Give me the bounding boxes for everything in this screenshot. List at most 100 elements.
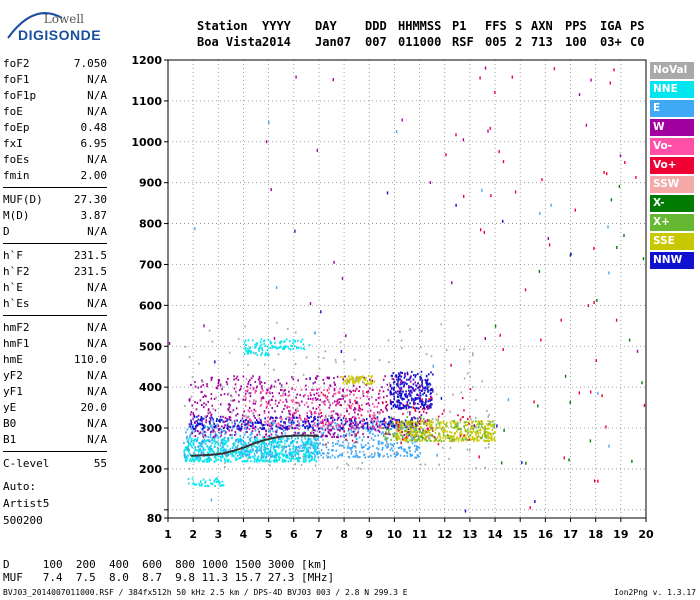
data-point (319, 403, 321, 406)
data-point (200, 418, 202, 421)
data-point (357, 379, 359, 382)
param-value: 231.5 (73, 249, 107, 262)
data-point (419, 406, 422, 408)
data-point (317, 438, 319, 441)
data-point (304, 422, 307, 425)
data-point (251, 427, 254, 430)
data-point (266, 444, 268, 447)
data-point (363, 376, 365, 379)
data-point (490, 438, 493, 441)
data-point (467, 431, 469, 434)
data-point (220, 428, 223, 431)
data-point (272, 442, 275, 445)
data-point (454, 421, 456, 424)
data-point (256, 451, 258, 454)
data-point (378, 411, 380, 414)
data-point (237, 337, 240, 340)
data-point (226, 445, 229, 448)
x-axis-ticks: 1 2 3 4 5 6 7 8 9 10 11 12 13 14 15 16 17 18 19 20 (164, 518, 654, 541)
data-point (384, 424, 386, 427)
data-point (238, 394, 240, 397)
data-point (389, 448, 392, 451)
data-point (252, 351, 255, 354)
header-label-4: HHMMSS (398, 19, 442, 33)
data-point (400, 427, 402, 430)
data-point (419, 397, 421, 400)
data-point (321, 418, 324, 421)
param-name: foEs (3, 153, 30, 166)
data-point (343, 446, 345, 449)
data-point (191, 376, 194, 379)
data-point (400, 446, 403, 448)
data-point (469, 428, 472, 431)
data-point (417, 437, 420, 440)
data-point (244, 441, 247, 444)
data-point (336, 400, 338, 403)
param-value: 0.48 (80, 121, 108, 134)
data-point (307, 455, 310, 458)
data-point (365, 418, 368, 421)
data-point (368, 375, 370, 377)
data-point (277, 353, 280, 356)
data-point (282, 347, 284, 350)
data-point (339, 453, 341, 456)
data-point (425, 353, 428, 356)
data-point (400, 392, 403, 395)
data-point (355, 452, 358, 455)
data-point (275, 449, 277, 452)
header-value-3: 007 (365, 35, 387, 49)
data-point (274, 454, 276, 457)
data-point (219, 418, 221, 421)
data-point (247, 382, 249, 385)
data-point (247, 457, 250, 460)
data-point (274, 399, 277, 402)
data-point (437, 427, 440, 429)
data-point (217, 458, 219, 461)
data-point (207, 411, 209, 414)
data-point (410, 375, 412, 378)
data-point (466, 448, 469, 451)
data-point (377, 429, 379, 432)
data-point (431, 427, 433, 430)
data-point (285, 449, 287, 452)
data-point (296, 424, 299, 427)
data-point (222, 450, 225, 453)
data-point (198, 432, 201, 435)
data-point (274, 419, 277, 422)
data-point (347, 442, 350, 445)
data-point (297, 460, 299, 463)
data-point (368, 382, 370, 385)
data-point (413, 374, 415, 377)
data-point (488, 427, 490, 430)
data-point (475, 426, 477, 429)
data-point (322, 357, 325, 359)
data-point (450, 435, 453, 438)
data-point (409, 413, 411, 416)
data-point (198, 442, 200, 444)
data-point (408, 389, 410, 392)
data-point (457, 422, 460, 425)
data-point (369, 414, 371, 417)
data-point (312, 446, 315, 449)
data-point (294, 454, 296, 457)
data-point (264, 457, 267, 460)
data-point (413, 439, 416, 441)
data-point (294, 363, 297, 366)
data-point (244, 325, 246, 328)
data-point (374, 452, 376, 454)
data-point (327, 420, 329, 422)
data-point (373, 412, 375, 415)
data-point (301, 400, 303, 403)
data-point (406, 373, 409, 376)
data-point (363, 435, 365, 438)
data-point (322, 438, 324, 441)
data-point (341, 389, 344, 392)
legend-item-vo: Vo+ (650, 157, 694, 174)
data-point (267, 416, 269, 419)
data-point (388, 361, 390, 364)
data-point (220, 434, 222, 437)
data-point (490, 436, 492, 439)
data-point (198, 362, 200, 365)
data-point (240, 451, 243, 454)
data-point (274, 451, 277, 454)
